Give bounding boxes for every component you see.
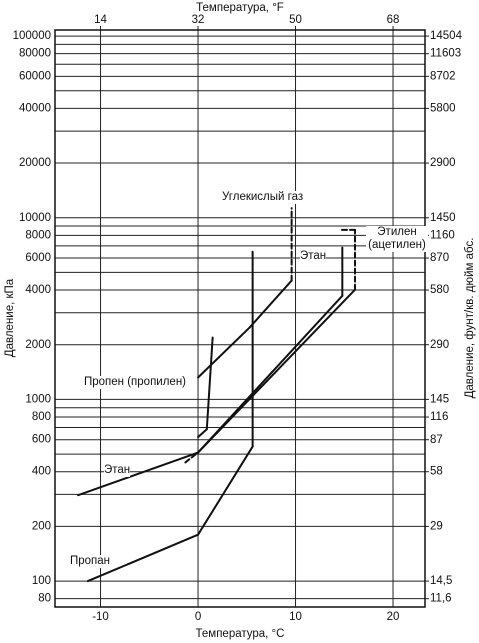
x-tick-label: 20 — [387, 611, 400, 623]
line-segment — [86, 533, 200, 583]
y2-tick-label: 290 — [430, 339, 449, 351]
y-tick-label: 600 — [32, 434, 51, 446]
x-tick-label: -10 — [92, 611, 109, 623]
x-tick-label: 0 — [195, 611, 201, 623]
line-segment — [197, 326, 251, 379]
y2-tick-label: 11603 — [430, 48, 461, 60]
y-tick-label: 20000 — [19, 157, 51, 169]
y2-tick-label: 5800 — [430, 102, 456, 114]
line — [88, 252, 253, 581]
y-tick-label: 6000 — [25, 252, 51, 264]
series-label: Пропен (пропилен) — [84, 376, 187, 389]
y-tick-label: 80 — [38, 593, 51, 605]
y2-tick-label: 580 — [430, 284, 449, 296]
y-tick-label: 80000 — [19, 48, 51, 60]
y2-tick-label: 87 — [430, 434, 443, 446]
x-tick-label: 10 — [289, 611, 302, 623]
series-label: Пропан — [70, 555, 111, 568]
series-label: Этилен (ацетилен) — [366, 226, 428, 252]
y-tick-label: 1000 — [25, 393, 51, 405]
y-tick-label: 400 — [32, 466, 51, 478]
y-tick-label: 100 — [32, 575, 51, 587]
y2-tick-label: 14504 — [430, 30, 463, 42]
x2-tick-label: 50 — [289, 14, 302, 26]
line-segment — [248, 279, 293, 329]
series-label: Этан — [104, 464, 131, 477]
line-segment — [77, 451, 200, 497]
y2-tick-label: 145 — [430, 393, 449, 405]
y2-axis-title: Давление, фунт/кв. дюйм абс. — [464, 238, 476, 399]
line-segment — [197, 288, 356, 454]
y-tick-label: 100000 — [13, 30, 51, 42]
y-tick-label: 200 — [32, 520, 51, 532]
y-tick-label: 40000 — [19, 102, 51, 114]
x2-tick-label: 68 — [387, 14, 400, 26]
y-tick-label: 2000 — [25, 339, 51, 351]
y-tick-label: 60000 — [19, 70, 51, 82]
line-segment — [205, 336, 214, 431]
y-tick-label: 8000 — [25, 229, 51, 241]
y-tick-label: 800 — [32, 411, 51, 423]
y-tick-label: 4000 — [25, 284, 51, 296]
x2-tick-label: 32 — [192, 14, 205, 26]
y2-tick-label: 116 — [430, 411, 448, 423]
series-label: Углекислый газ — [222, 191, 304, 204]
line-segment — [197, 428, 208, 439]
line-segment — [184, 451, 200, 464]
y2-tick-label: 11,6 — [430, 593, 452, 605]
annotation: Этан — [300, 250, 327, 263]
y2-tick-label: 1450 — [430, 212, 456, 224]
y2-tick-label: 1160 — [430, 229, 455, 241]
y-tick-label: 10000 — [19, 212, 51, 224]
x2-axis-title: Температура, °F — [196, 2, 284, 14]
plot-frame — [54, 29, 426, 608]
y-axis-title: Давление, кПа — [4, 278, 16, 357]
y2-tick-label: 14,5 — [430, 575, 452, 587]
y2-tick-label: 2900 — [430, 157, 456, 169]
x-axis-title: Температура, °C — [196, 628, 285, 640]
line-segment — [197, 445, 254, 536]
y2-tick-label: 29 — [430, 520, 443, 532]
x2-tick-label: 14 — [94, 14, 107, 26]
y2-tick-label: 58 — [430, 466, 443, 478]
y2-tick-label: 8702 — [430, 70, 456, 82]
y2-tick-label: 870 — [430, 252, 449, 264]
